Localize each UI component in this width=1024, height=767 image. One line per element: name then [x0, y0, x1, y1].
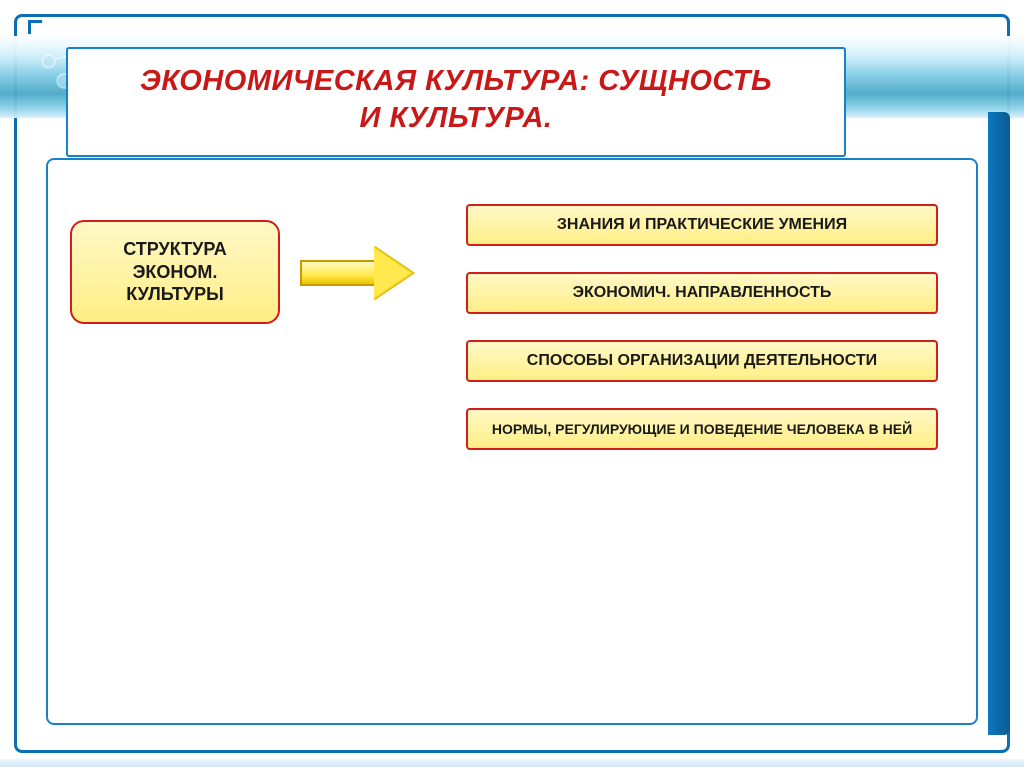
row-knowledge: ЗНАНИЯ И ПРАКТИЧЕСКИЕ УМЕНИЯ — [466, 204, 938, 246]
row-label: НОРМЫ, РЕГУЛИРУЮЩИЕ И ПОВЕДЕНИЕ ЧЕЛОВЕКА… — [492, 421, 912, 437]
right-frame-strip — [988, 112, 1010, 735]
structure-line-3: КУЛЬТУРЫ — [126, 284, 224, 304]
bottom-bevel — [0, 759, 1024, 767]
title-line-2: И КУЛЬТУРА. — [360, 102, 553, 134]
row-label: ЭКОНОМИЧ. НАПРАВЛЕННОСТЬ — [573, 284, 832, 302]
structure-box: СТРУКТУРА ЭКОНОМ. КУЛЬТУРЫ — [70, 220, 280, 324]
arrow-right-icon — [300, 246, 424, 300]
row-direction: ЭКОНОМИЧ. НАПРАВЛЕННОСТЬ — [466, 272, 938, 314]
row-label: ЗНАНИЯ И ПРАКТИЧЕСКИЕ УМЕНИЯ — [557, 216, 847, 234]
row-norms: НОРМЫ, РЕГУЛИРУЮЩИЕ И ПОВЕДЕНИЕ ЧЕЛОВЕКА… — [466, 408, 938, 450]
slide: ЭКОНОМИЧЕСКАЯ КУЛЬТУРА: СУЩНОСТЬ И КУЛЬТ… — [0, 0, 1024, 767]
structure-line-1: СТРУКТУРА — [123, 239, 227, 259]
title-line-1: ЭКОНОМИЧЕСКАЯ КУЛЬТУРА: СУЩНОСТЬ — [140, 65, 772, 97]
corner-notch-icon — [28, 20, 42, 34]
row-organization: СПОСОБЫ ОРГАНИЗАЦИИ ДЕЯТЕЛЬНОСТИ — [466, 340, 938, 382]
row-label: СПОСОБЫ ОРГАНИЗАЦИИ ДЕЯТЕЛЬНОСТИ — [527, 352, 877, 370]
structure-line-2: ЭКОНОМ. — [133, 262, 218, 282]
title-tab: ЭКОНОМИЧЕСКАЯ КУЛЬТУРА: СУЩНОСТЬ И КУЛЬТ… — [66, 47, 846, 157]
